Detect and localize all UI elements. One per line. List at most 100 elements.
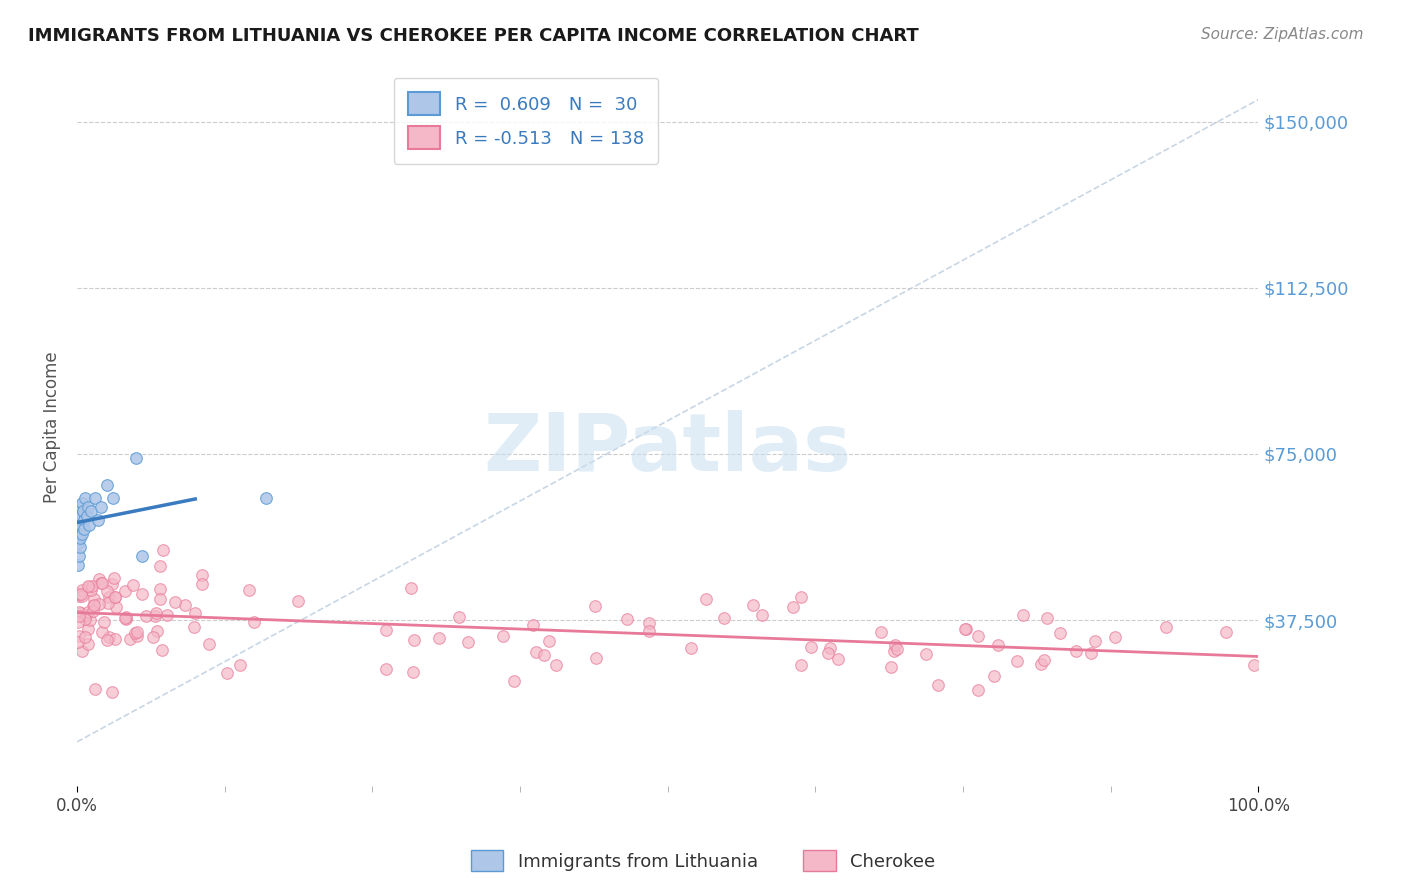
Point bbox=[67, 522, 90, 536]
Point bbox=[70, 607, 93, 621]
Point bbox=[149, 582, 172, 596]
Point bbox=[67, 606, 90, 620]
Point bbox=[70, 517, 93, 532]
Point bbox=[183, 620, 205, 634]
Point bbox=[1029, 657, 1052, 671]
Point bbox=[585, 651, 607, 665]
Point bbox=[75, 491, 97, 506]
Point bbox=[616, 612, 638, 626]
Point bbox=[679, 640, 702, 655]
Point bbox=[1049, 626, 1071, 640]
Point bbox=[174, 598, 197, 612]
Point bbox=[198, 637, 221, 651]
Point bbox=[191, 568, 214, 582]
Point bbox=[1012, 608, 1035, 623]
Legend: Immigrants from Lithuania, Cherokee: Immigrants from Lithuania, Cherokee bbox=[464, 843, 942, 879]
Point bbox=[96, 632, 118, 647]
Point bbox=[70, 495, 93, 509]
Point bbox=[89, 572, 111, 586]
Point bbox=[1154, 620, 1177, 634]
Point bbox=[70, 583, 93, 598]
Point bbox=[83, 592, 105, 607]
Point bbox=[104, 591, 127, 605]
Point bbox=[800, 640, 823, 654]
Point bbox=[125, 451, 148, 466]
Point bbox=[70, 644, 93, 658]
Point bbox=[66, 587, 89, 601]
Legend: R =  0.609 N =  30, R = -0.513 N = 138: R = 0.609 N = 30, R = -0.513 N = 138 bbox=[394, 78, 658, 163]
Point bbox=[125, 629, 148, 643]
Point bbox=[118, 632, 141, 646]
Point bbox=[404, 633, 426, 648]
Point bbox=[583, 599, 606, 613]
Point bbox=[883, 639, 905, 653]
Point bbox=[83, 491, 105, 506]
Point bbox=[72, 504, 94, 518]
Point bbox=[522, 617, 544, 632]
Point bbox=[93, 615, 115, 629]
Point bbox=[69, 609, 91, 624]
Point bbox=[152, 542, 174, 557]
Point bbox=[70, 587, 93, 601]
Point bbox=[125, 625, 148, 640]
Point bbox=[150, 642, 173, 657]
Point bbox=[492, 629, 515, 643]
Text: Source: ZipAtlas.com: Source: ZipAtlas.com bbox=[1201, 27, 1364, 42]
Point bbox=[402, 665, 425, 680]
Point bbox=[886, 641, 908, 656]
Point bbox=[427, 631, 450, 645]
Point bbox=[87, 513, 110, 527]
Point bbox=[229, 658, 252, 673]
Point bbox=[184, 607, 207, 621]
Y-axis label: Per Capita Income: Per Capita Income bbox=[44, 351, 60, 503]
Point bbox=[782, 600, 804, 615]
Point bbox=[1036, 610, 1059, 624]
Point bbox=[73, 630, 96, 644]
Text: ZIPatlas: ZIPatlas bbox=[484, 409, 852, 488]
Point bbox=[101, 685, 124, 699]
Point bbox=[77, 622, 100, 636]
Point bbox=[104, 632, 127, 647]
Point bbox=[243, 615, 266, 629]
Point bbox=[374, 662, 396, 676]
Point bbox=[69, 513, 91, 527]
Point bbox=[96, 478, 118, 492]
Point bbox=[1215, 625, 1237, 640]
Point bbox=[637, 616, 659, 631]
Point bbox=[91, 576, 114, 591]
Point bbox=[156, 608, 179, 623]
Point bbox=[955, 622, 977, 636]
Point bbox=[131, 587, 153, 601]
Point bbox=[502, 674, 524, 689]
Point bbox=[215, 666, 238, 681]
Point bbox=[67, 526, 90, 541]
Point bbox=[533, 648, 555, 663]
Point bbox=[77, 638, 100, 652]
Point bbox=[790, 657, 813, 672]
Point bbox=[77, 580, 100, 594]
Point bbox=[69, 508, 91, 523]
Point bbox=[114, 611, 136, 625]
Point bbox=[76, 508, 98, 523]
Point bbox=[165, 595, 187, 609]
Point bbox=[135, 608, 157, 623]
Point bbox=[537, 634, 560, 648]
Point bbox=[83, 682, 105, 697]
Point bbox=[983, 669, 1005, 683]
Point bbox=[101, 577, 124, 591]
Point bbox=[883, 644, 905, 658]
Text: IMMIGRANTS FROM LITHUANIA VS CHEROKEE PER CAPITA INCOME CORRELATION CHART: IMMIGRANTS FROM LITHUANIA VS CHEROKEE PE… bbox=[28, 27, 920, 45]
Point bbox=[238, 582, 260, 597]
Point bbox=[287, 594, 309, 608]
Point bbox=[544, 658, 567, 673]
Point bbox=[101, 491, 124, 506]
Point bbox=[98, 631, 121, 645]
Point bbox=[879, 659, 901, 673]
Point bbox=[1005, 654, 1028, 668]
Point bbox=[1032, 653, 1054, 667]
Point bbox=[399, 581, 422, 595]
Point bbox=[66, 635, 89, 649]
Point bbox=[114, 584, 136, 599]
Point bbox=[67, 590, 90, 604]
Point bbox=[122, 578, 145, 592]
